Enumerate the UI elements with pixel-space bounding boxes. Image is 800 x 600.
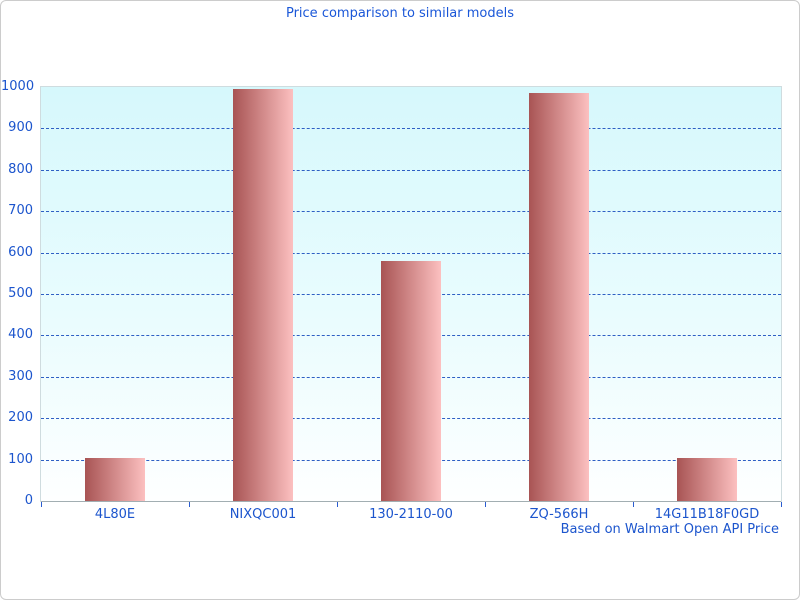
y-tick-label-100: 100 — [8, 452, 33, 467]
x-axis-tick — [485, 502, 486, 507]
y-tick-label-200: 200 — [8, 410, 33, 425]
x-tick-label-ZQ-566H: ZQ-566H — [529, 507, 589, 522]
y-tick-label-400: 400 — [8, 327, 33, 342]
plot-area — [41, 87, 781, 502]
x-tick-label-NIXQC001: NIXQC001 — [229, 507, 297, 522]
chart-title: Price comparison to similar models — [285, 6, 515, 21]
x-tick-label-130-2110-00: 130-2110-00 — [369, 507, 453, 522]
y-tick-label-600: 600 — [8, 245, 33, 260]
chart-caption: Based on Walmart Open API Price — [560, 522, 779, 537]
x-axis-tick — [781, 502, 782, 507]
x-tick-label-14G11B18F0GD: 14G11B18F0GD — [654, 507, 760, 522]
x-axis-line — [41, 501, 781, 502]
y-tick-label-0: 0 — [24, 493, 33, 508]
x-tick-label-4L80E: 4L80E — [94, 507, 136, 522]
x-axis-tick — [189, 502, 190, 507]
gridline-800 — [41, 170, 781, 171]
bar-14G11B18F0GD — [677, 458, 737, 501]
bar-130-2110-00 — [381, 261, 441, 501]
gridline-600 — [41, 253, 781, 254]
y-tick-label-300: 300 — [8, 369, 33, 384]
gridline-700 — [41, 211, 781, 212]
y-tick-label-700: 700 — [8, 203, 33, 218]
x-axis-tick — [633, 502, 634, 507]
y-tick-label-800: 800 — [8, 162, 33, 177]
bar-ZQ-566H — [529, 93, 589, 501]
y-tick-label-1000: 1000 — [1, 79, 35, 94]
x-axis-tick — [41, 502, 42, 507]
y-tick-label-500: 500 — [8, 286, 33, 301]
bar-4L80E — [85, 458, 145, 501]
x-axis-tick — [337, 502, 338, 507]
y-tick-label-900: 900 — [8, 120, 33, 135]
gridline-900 — [41, 128, 781, 129]
bar-NIXQC001 — [233, 89, 293, 501]
